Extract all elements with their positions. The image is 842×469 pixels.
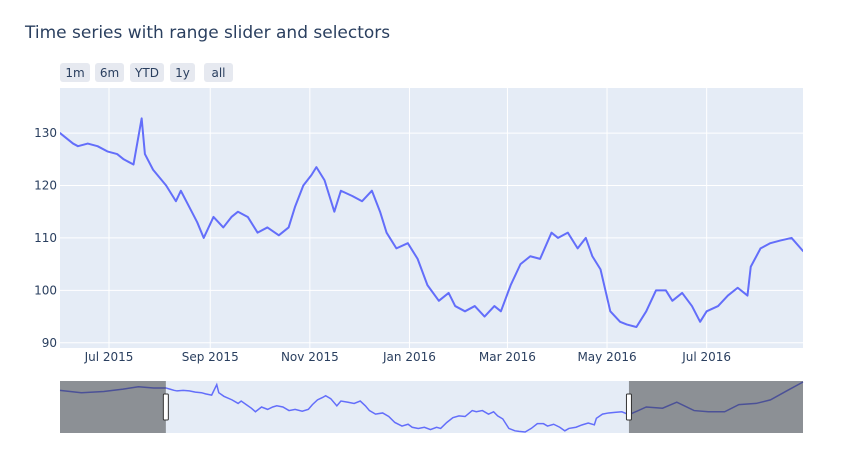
range-button-label[interactable]: YTD [134, 66, 159, 80]
x-tick-label: Sep 2015 [182, 350, 239, 364]
range-button[interactable] [170, 63, 195, 82]
range-button-label[interactable]: 1y [175, 66, 190, 80]
chart-title: Time series with range slider and select… [24, 23, 390, 43]
range-button[interactable] [95, 63, 124, 82]
slider-line [59, 381, 804, 433]
data-line [60, 117, 803, 329]
range-button-label[interactable]: all [211, 66, 225, 80]
x-tick-label: May 2016 [577, 350, 636, 364]
y-tick-label: 130 [34, 126, 57, 140]
x-tick-label: Mar 2016 [479, 350, 536, 364]
y-tick-label: 100 [34, 283, 57, 297]
x-tick-label: Jul 2016 [681, 350, 731, 364]
range-button[interactable] [60, 63, 90, 82]
slider-handle[interactable] [162, 393, 169, 421]
y-tick-label: 120 [34, 179, 57, 193]
slider-mask [628, 381, 803, 433]
range-button[interactable] [130, 63, 164, 82]
range-button-label[interactable]: 1m [65, 66, 84, 80]
x-tick-label: Jan 2016 [382, 350, 436, 364]
slider-mask [60, 381, 166, 433]
y-tick-label: 110 [34, 231, 57, 245]
range-button-label[interactable]: 6m [100, 66, 119, 80]
x-tick-label: Jul 2015 [84, 350, 134, 364]
y-tick-label: 90 [42, 336, 57, 350]
plot-background [60, 88, 803, 348]
range-button[interactable] [204, 63, 233, 82]
slider-handle[interactable] [625, 393, 632, 421]
x-tick-label: Nov 2015 [281, 350, 339, 364]
